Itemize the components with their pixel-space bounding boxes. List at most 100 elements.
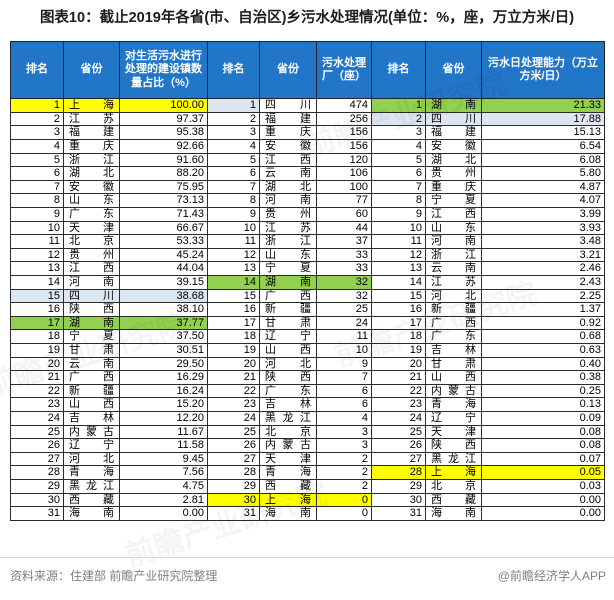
header-rank-2: 排名 (207, 41, 260, 100)
province-cell: 河南 (63, 275, 120, 290)
province-cell: 上海 (259, 492, 317, 508)
rank-cell: 16 (10, 302, 64, 317)
rank-cell: 25 (207, 424, 260, 440)
rank-cell: 25 (371, 424, 426, 440)
province-cell: 黑龙江 (259, 410, 317, 426)
table-row: 29 黑龙江 4.75 29 西藏 2 29 北京 0.03 (10, 478, 605, 494)
table-row: 14 河南 39.15 14 湖南 32 14 江苏 2.43 (10, 275, 605, 290)
province-cell: 湖北 (259, 179, 317, 195)
province-cell: 上海 (63, 98, 120, 113)
rank-cell: 3 (207, 125, 260, 141)
rank-cell: 2 (10, 111, 64, 127)
rank-cell: 14 (371, 275, 426, 290)
value-cell: 15.13 (481, 125, 605, 141)
province-cell: 江苏 (425, 275, 482, 290)
value-cell: 4.07 (481, 193, 605, 209)
value-cell: 37.50 (119, 329, 208, 344)
province-cell: 西藏 (259, 478, 317, 494)
table-row: 28 青海 7.56 28 青海 2 28 上海 0.05 (10, 465, 605, 480)
rank-cell: 26 (207, 438, 260, 453)
province-cell: 陕西 (63, 302, 120, 317)
header-province-2: 省份 (259, 41, 317, 100)
rank-cell: 18 (371, 329, 426, 344)
value-cell: 24 (316, 315, 372, 331)
rank-cell: 14 (207, 275, 260, 290)
rank-cell: 1 (207, 98, 260, 113)
value-cell: 0.40 (481, 356, 605, 372)
rank-cell: 7 (207, 179, 260, 195)
rank-cell: 16 (207, 302, 260, 317)
table-row: 31 海南 0.00 31 海南 0 31 海南 0.00 (10, 506, 605, 521)
rank-cell: 31 (10, 506, 64, 521)
province-cell: 海南 (259, 506, 317, 521)
value-cell: 0.68 (481, 329, 605, 344)
province-cell: 内蒙古 (425, 383, 482, 399)
table-row: 19 甘肃 30.51 19 山西 10 19 吉林 0.63 (10, 342, 605, 358)
province-cell: 云南 (259, 166, 317, 181)
value-cell: 37.77 (119, 315, 208, 331)
rank-cell: 6 (207, 166, 260, 181)
value-cell: 0.08 (481, 438, 605, 453)
province-cell: 四川 (425, 111, 482, 127)
province-cell: 山东 (425, 220, 482, 236)
table-row: 26 辽宁 11.58 26 内蒙古 3 26 陕西 0.08 (10, 438, 605, 453)
rank-cell: 7 (10, 179, 64, 195)
value-cell: 256 (316, 111, 372, 127)
rank-cell: 24 (371, 410, 426, 426)
rank-cell: 12 (371, 247, 426, 263)
value-cell: 53.33 (119, 234, 208, 249)
value-cell: 95.38 (119, 125, 208, 141)
value-cell: 16.24 (119, 383, 208, 399)
rank-cell: 8 (207, 193, 260, 209)
province-cell: 北京 (63, 234, 120, 249)
rank-cell: 28 (10, 465, 64, 480)
table-row: 25 内蒙古 11.67 25 北京 3 25 天津 0.08 (10, 424, 605, 440)
province-cell: 黑龙江 (425, 451, 482, 467)
rank-cell: 5 (371, 152, 426, 168)
value-cell: 6 (316, 383, 372, 399)
rank-cell: 31 (371, 506, 426, 521)
province-cell: 广东 (63, 207, 120, 222)
province-cell: 新疆 (259, 302, 317, 317)
province-cell: 天津 (63, 220, 120, 236)
rank-cell: 11 (371, 234, 426, 249)
value-cell: 9 (316, 356, 372, 372)
table-row: 22 新疆 16.24 22 广东 6 22 内蒙古 0.25 (10, 383, 605, 399)
value-cell: 106 (316, 166, 372, 181)
province-cell: 浙江 (425, 247, 482, 263)
province-cell: 江苏 (259, 220, 317, 236)
province-cell: 河南 (259, 193, 317, 209)
province-cell: 江苏 (63, 111, 120, 127)
value-cell: 474 (316, 98, 372, 113)
table-body: 1 上海 100.00 1 四川 474 1 湖南 21.33 2 江苏 97.37 2 福建 256 2 四川… (10, 98, 605, 521)
table-row: 9 广东 71.43 9 贵州 60 9 江西 3.99 (10, 207, 605, 222)
rank-cell: 9 (10, 207, 64, 222)
province-cell: 吉林 (259, 397, 317, 412)
rank-cell: 6 (10, 166, 64, 181)
header-daily-capacity: 污水日处理能力（万立方米/日） (481, 41, 605, 100)
value-cell: 3 (316, 424, 372, 440)
header-treatment-plants: 污水处理厂（座） (316, 41, 372, 100)
province-cell: 江西 (63, 261, 120, 277)
rank-cell: 19 (10, 342, 64, 358)
rank-cell: 22 (207, 383, 260, 399)
province-cell: 宁夏 (259, 261, 317, 277)
value-cell: 16.29 (119, 370, 208, 385)
value-cell: 21.33 (481, 98, 605, 113)
rank-cell: 2 (371, 111, 426, 127)
province-cell: 陕西 (259, 370, 317, 385)
province-cell: 重庆 (259, 125, 317, 141)
value-cell: 2 (316, 451, 372, 467)
province-cell: 安徽 (259, 139, 317, 154)
province-cell: 青海 (425, 397, 482, 412)
value-cell: 0.38 (481, 370, 605, 385)
rank-cell: 29 (207, 478, 260, 494)
value-cell: 0.63 (481, 342, 605, 358)
rank-cell: 21 (10, 370, 64, 385)
table-row: 7 安徽 75.95 7 湖北 100 7 重庆 4.87 (10, 179, 605, 195)
header-province-1: 省份 (63, 41, 120, 100)
province-cell: 辽宁 (259, 329, 317, 344)
table-row: 17 湖南 37.77 17 甘肃 24 17 广西 0.92 (10, 315, 605, 331)
province-cell: 贵州 (425, 166, 482, 181)
province-cell: 辽宁 (63, 438, 120, 453)
